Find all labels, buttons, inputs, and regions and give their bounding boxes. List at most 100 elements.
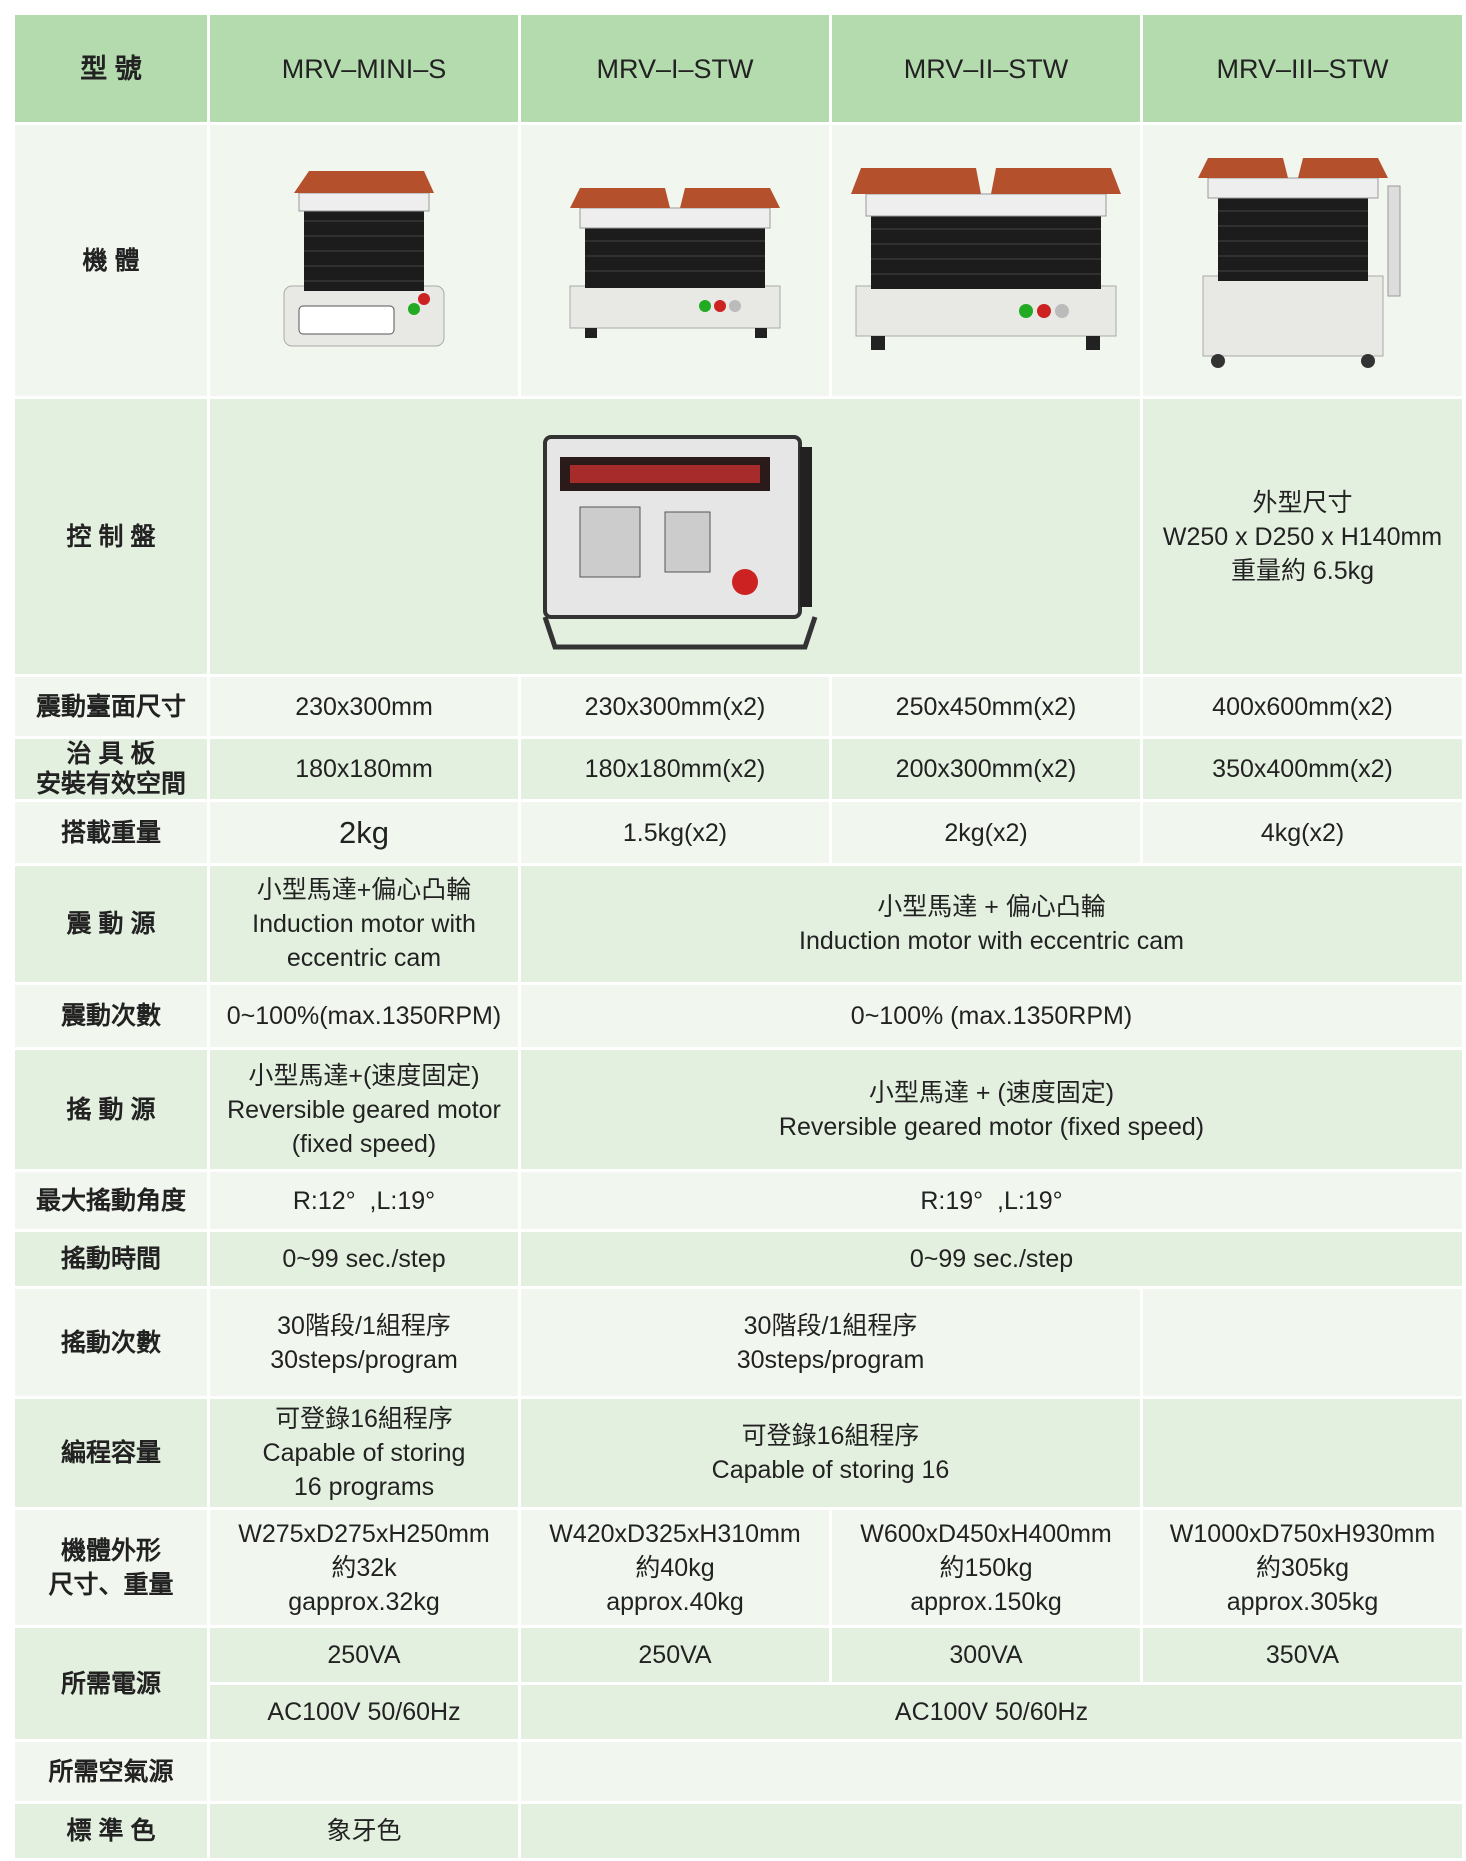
- row-label: 控 制 盤: [12, 396, 210, 677]
- control-panel-image: [207, 396, 1143, 677]
- text-line: 350VA: [1265, 1641, 1340, 1669]
- text-line: 機 體: [82, 246, 140, 275]
- text-line: W275xD275xH250mm: [238, 1519, 490, 1548]
- text-line: 4kg(x2): [1260, 818, 1345, 847]
- text-line: 所需電源: [60, 1669, 161, 1698]
- text-line: R:19° ,L:19°: [920, 1186, 1063, 1215]
- text-line: approx.150kg: [910, 1587, 1062, 1616]
- row-label: 機 體: [12, 122, 210, 399]
- text-line: 約305kg: [1255, 1553, 1350, 1582]
- model: MRV–III–STW: [1140, 12, 1465, 125]
- row: 震動臺面尺寸 230x300mm 230x300mm(x2) 250x450mm(x…: [12, 674, 1465, 739]
- text-line: 小型馬達 + 偏心凸輪: [877, 893, 1106, 921]
- text-line: 200x300mm(x2): [895, 755, 1077, 783]
- row: 搖動時間 0~99 sec./step 0~99 sec./step: [12, 1229, 1465, 1289]
- row: 控 制 盤 外型尺寸 W250 x D250 x H140mm 重量約 6.5kg: [12, 396, 1465, 677]
- cell: 300VA: [829, 1625, 1143, 1685]
- cell: 180x180mm(x2): [518, 736, 832, 802]
- row-label: 震動次數: [12, 982, 210, 1050]
- cell: 可登錄16組程序 Capable of storing 16 programs: [207, 1396, 521, 1510]
- text-line: eccentric cam: [286, 944, 442, 972]
- row-label: 治 具 板安裝有效空間: [12, 736, 210, 802]
- empty-cell: [1140, 1396, 1465, 1510]
- cell: 小型馬達+(速度固定) Reversible geared motor (fixed…: [207, 1047, 521, 1172]
- spec-table: 型 號 MRV–MINI–S MRV–I–STW MRV–II–STW MRV–…: [12, 12, 1465, 1861]
- text-line: 象牙色: [326, 1817, 402, 1845]
- cell: 0~99 sec./step: [207, 1229, 521, 1289]
- cell: 2kg(x2): [829, 799, 1143, 866]
- text-line: 0~99 sec./step: [909, 1245, 1074, 1273]
- cell: 可登錄16組程序 Capable of storing 16: [518, 1396, 1143, 1510]
- text-line: 0~100% (max.1350RPM): [850, 1002, 1133, 1030]
- row-label: 機體外形 尺寸、重量: [12, 1507, 210, 1628]
- cell: 0~99 sec./step: [518, 1229, 1465, 1289]
- text-line: approx.305kg: [1226, 1587, 1379, 1616]
- cell: 230x300mm: [207, 674, 521, 739]
- control-panel-note: 外型尺寸 W250 x D250 x H140mm 重量約 6.5kg: [1140, 396, 1465, 677]
- text-line: 0~99 sec./step: [282, 1245, 446, 1273]
- cell: 1.5kg(x2): [518, 799, 832, 866]
- text-line: 180x180mm: [295, 755, 433, 783]
- cell: 象牙色: [207, 1801, 521, 1861]
- text-line: 搭載重量: [60, 818, 161, 847]
- cell: 180x180mm: [207, 736, 521, 802]
- text-line: Capable of storing: [262, 1439, 466, 1467]
- cell: 0~100%(max.1350RPM): [207, 982, 521, 1050]
- text-line: 2kg(x2): [944, 818, 1028, 847]
- text-line: 外型尺寸: [1252, 488, 1353, 517]
- row-label: 搭載重量: [12, 799, 210, 866]
- text-line: 180x180mm(x2): [584, 755, 766, 783]
- text-line: gapprox.32kg: [288, 1587, 440, 1616]
- row-label: 搖 動 源: [12, 1047, 210, 1172]
- text-line: 機體外形: [60, 1536, 161, 1565]
- cell: W420xD325xH310mm 約40kg approx.40kg: [518, 1507, 832, 1628]
- text-line: 230x300mm: [295, 692, 433, 721]
- row-label: 最大搖動角度: [12, 1169, 210, 1232]
- machine-drawing: [283, 170, 445, 346]
- text-line: 約40kg: [635, 1553, 715, 1582]
- text-line: 350x400mm(x2): [1212, 755, 1393, 783]
- empty-cell: [518, 1801, 1465, 1861]
- cell: 2kg: [207, 799, 521, 866]
- text-line: Reversible geared motor (fixed speed): [778, 1112, 1205, 1141]
- text-line: 安裝有效空間: [35, 770, 186, 798]
- text-line: Induction motor with: [252, 910, 476, 938]
- model: MRV–I–STW: [518, 12, 832, 125]
- text-line: approx.40kg: [606, 1587, 744, 1616]
- text-line: 30階段/1組程序: [743, 1311, 918, 1340]
- cell: 小型馬達 + (速度固定) Reversible geared motor (fi…: [518, 1047, 1465, 1172]
- cell: 250x450mm(x2): [829, 674, 1143, 739]
- row: AC100V 50/60Hz AC100V 50/60Hz: [14, 1682, 1465, 1742]
- text-line: 2kg: [339, 814, 389, 850]
- control-panel-drawing: [542, 434, 818, 649]
- text-line: AC100V 50/60Hz: [894, 1698, 1089, 1726]
- model: MRV–II–STW: [829, 12, 1143, 125]
- text-line: 300VA: [949, 1641, 1023, 1669]
- row: 治 具 板安裝有效空間 180x180mm 180x180mm(x2) 200x30…: [12, 736, 1465, 802]
- machine-drawing: [1197, 157, 1400, 368]
- row: 最大搖動角度 R:12° ,L:19° R:19° ,L:19°: [12, 1169, 1465, 1232]
- text-line: 30steps/program: [736, 1345, 925, 1374]
- row-label: 震動臺面尺寸: [12, 674, 210, 739]
- cell: 350x400mm(x2): [1140, 736, 1465, 802]
- row: 編程容量 可登錄16組程序 Capable of storing 16 progra…: [12, 1396, 1465, 1510]
- cell: 350VA: [1140, 1625, 1465, 1685]
- text-line: 所需空氣源: [48, 1757, 174, 1786]
- cell: 250VA: [518, 1625, 832, 1685]
- text-line: 可登錄16組程序: [275, 1405, 453, 1433]
- cell: AC100V 50/60Hz: [207, 1682, 521, 1742]
- row-label: 編程容量: [12, 1396, 210, 1510]
- cell: W600xD450xH400mm 約150kg approx.150kg: [829, 1507, 1143, 1628]
- cell: AC100V 50/60Hz: [518, 1682, 1465, 1742]
- row-label: 震 動 源: [12, 863, 210, 985]
- text-line: 0~100%(max.1350RPM): [226, 1002, 502, 1030]
- cell: 4kg(x2): [1140, 799, 1465, 866]
- text-line: 1.5kg(x2): [622, 818, 728, 847]
- text-line: 搖 動 源: [66, 1095, 156, 1124]
- text-line: W420xD325xH310mm: [549, 1519, 801, 1548]
- cell: 30階段/1組程序 30steps/program: [207, 1286, 521, 1399]
- text-line: AC100V 50/60Hz: [267, 1698, 461, 1726]
- text-line: W250 x D250 x H140mm: [1162, 522, 1443, 551]
- text-line: Reversible geared motor: [227, 1095, 501, 1124]
- cell: R:12° ,L:19°: [207, 1169, 521, 1232]
